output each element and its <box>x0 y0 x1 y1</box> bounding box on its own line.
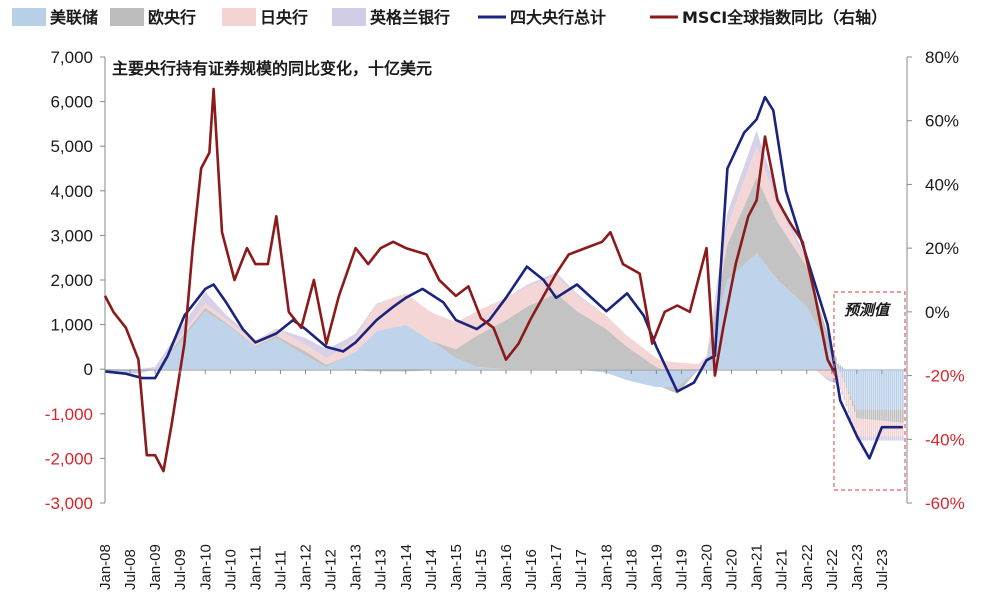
x-axis: Jan-08 Jul-08 Jan-09 Jul-09 Jan-10 Jul-10 Jan-… <box>97 370 891 590</box>
forecast-annotation: 预测值 <box>833 291 906 491</box>
y-left-tick-label: -3,000 <box>45 494 93 513</box>
legend-label-boj: 日央行 <box>260 8 308 27</box>
area-positive-美联储 <box>105 253 836 370</box>
legend-label-boe: 英格兰银行 <box>369 8 450 27</box>
legend-item-ecb[interactable]: 欧央行 <box>110 8 196 27</box>
x-tick-label: Jan-09 <box>147 544 164 590</box>
x-tick-label: Jul-13 <box>373 549 390 590</box>
y-right-tick-label: -20% <box>925 367 965 386</box>
y-left-tick-label: -1,000 <box>45 405 93 424</box>
y-left-tick-label: 4,000 <box>50 182 93 201</box>
y-left-tick-label: 2,000 <box>50 271 93 290</box>
y-axis-right: -60% -40% -20% 0% 20% 40% 60% 80% <box>906 48 965 513</box>
series-line-四大央行总计 <box>104 95 903 460</box>
area-negative-美联储 <box>105 369 836 387</box>
x-tick-label: Jul-19 <box>673 549 690 590</box>
y-right-tick-label: 40% <box>925 175 959 194</box>
area-negative-日央行 <box>105 369 836 394</box>
x-tick-label: Jan-23 <box>849 544 866 590</box>
y-right-tick-label: 20% <box>925 239 959 258</box>
legend-item-total[interactable]: 四大央行总计 <box>478 8 606 27</box>
x-tick-label: Jul-18 <box>623 549 640 590</box>
area-positive-日央行 <box>105 146 836 370</box>
area-positive-欧央行 <box>105 177 836 370</box>
x-tick-label: Jul-21 <box>774 549 791 590</box>
x-tick-label: Jul-20 <box>724 549 741 590</box>
area-negative-英格兰银行 <box>105 369 836 394</box>
chart-subtitle: 主要央行持有证券规模的同比变化，十亿美元 <box>112 59 432 78</box>
x-tick-label: Jul-15 <box>473 549 490 590</box>
forecast-box <box>833 291 906 491</box>
legend-label-fed: 美联储 <box>50 8 98 27</box>
legend-item-boj[interactable]: 日央行 <box>222 8 308 27</box>
legend-label-ecb: 欧央行 <box>148 8 196 27</box>
y-left-tick-label: 7,000 <box>50 48 93 67</box>
y-left-tick-label: 3,000 <box>50 226 93 245</box>
legend-item-boe[interactable]: 英格兰银行 <box>332 8 450 27</box>
x-tick-label: Jan-08 <box>97 544 114 590</box>
legend-label-msci: MSCI全球指数同比（右轴） <box>682 8 887 27</box>
x-tick-label: Jan-20 <box>699 544 716 590</box>
series-lines <box>103 87 903 473</box>
x-tick-label: Jul-17 <box>573 549 590 590</box>
y-axis-left: -3,000 -2,000 -1,000 0 1,000 2,000 3,000 4,000 5… <box>45 48 106 513</box>
legend-label-total: 四大央行总计 <box>510 8 606 27</box>
legend-swatch-boj <box>222 8 256 26</box>
y-right-tick-label: 80% <box>925 48 959 67</box>
series-line-MSCI全球指数同比（右轴） <box>103 87 838 473</box>
x-tick-label: Jul-11 <box>272 550 289 590</box>
x-tick-label: Jan-19 <box>648 544 665 590</box>
legend-item-fed[interactable]: 美联储 <box>12 8 98 27</box>
legend: 美联储 欧央行 日央行 英格兰银行 四大央行总计 MSCI全球指数同比（右轴） <box>12 8 887 27</box>
x-tick-label: Jan-16 <box>498 544 515 590</box>
x-tick-label: Jan-11 <box>247 545 264 590</box>
y-left-tick-label: 5,000 <box>50 137 93 156</box>
x-tick-label: Jul-12 <box>323 549 340 590</box>
x-tick-label: Jul-10 <box>222 549 239 590</box>
y-right-tick-label: 0% <box>925 303 950 322</box>
x-tick-label: Jan-15 <box>448 544 465 590</box>
y-left-tick-label: -2,000 <box>45 449 93 468</box>
forecast-label: 预测值 <box>844 301 892 319</box>
area-negative-欧央行 <box>105 369 836 394</box>
x-tick-label: Jan-17 <box>548 544 565 590</box>
stacked-areas <box>105 130 907 394</box>
legend-swatch-boe <box>332 8 366 26</box>
y-left-tick-label: 0 <box>84 360 93 379</box>
legend-swatch-ecb <box>110 8 144 26</box>
x-tick-label: Jul-08 <box>122 549 139 590</box>
x-tick-label: Jan-13 <box>348 544 365 590</box>
x-tick-label: Jan-18 <box>598 544 615 590</box>
y-right-tick-label: -40% <box>925 430 965 449</box>
forecast-bars <box>835 357 904 441</box>
y-left-tick-label: 1,000 <box>50 316 93 335</box>
x-tick-label: Jul-09 <box>172 549 189 590</box>
x-tick-label: Jan-22 <box>799 544 816 590</box>
x-tick-label: Jul-16 <box>523 549 540 590</box>
x-tick-label: Jan-12 <box>298 544 315 590</box>
legend-item-msci[interactable]: MSCI全球指数同比（右轴） <box>650 8 887 27</box>
y-right-tick-label: 60% <box>925 112 959 131</box>
x-tick-label: Jul-23 <box>874 549 891 590</box>
y-right-tick-label: -60% <box>925 494 965 513</box>
x-tick-label: Jul-14 <box>423 549 440 590</box>
x-tick-label: Jan-10 <box>197 544 214 590</box>
x-tick-label: Jul-22 <box>824 549 841 590</box>
x-tick-label: Jan-14 <box>398 544 415 590</box>
legend-swatch-fed <box>12 8 46 26</box>
x-tick-label: Jan-21 <box>749 544 766 590</box>
y-left-tick-label: 6,000 <box>50 93 93 112</box>
